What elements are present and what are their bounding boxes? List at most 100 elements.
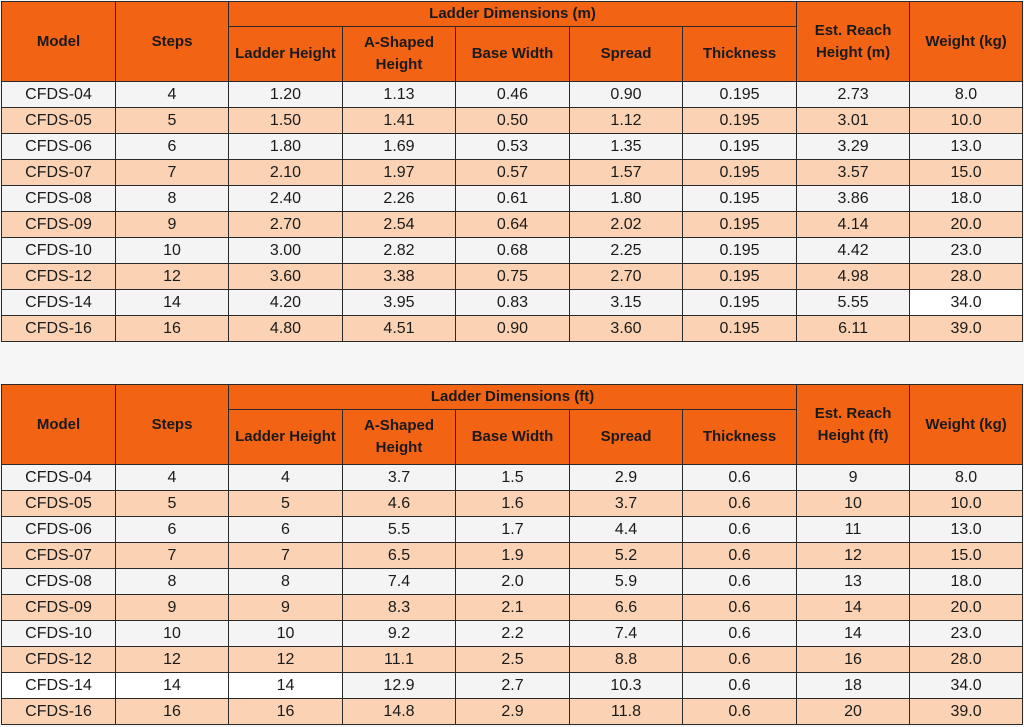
- header-steps: Steps: [115, 384, 229, 465]
- table-row: CFDS-16 16 16 14.8 2.9 11.8 0.6 20 39.0: [1, 698, 1024, 725]
- cell-reach-height: 3.01: [796, 107, 911, 134]
- cell-spread: 1.35: [569, 133, 683, 160]
- cell-model: CFDS-06: [1, 516, 116, 543]
- cell-spread: 5.2: [569, 542, 683, 569]
- cell-model: CFDS-04: [1, 81, 116, 108]
- cell-reach-height: 12: [796, 542, 911, 569]
- table-row: CFDS-10 10 3.00 2.82 0.68 2.25 0.195 4.42 23.0: [1, 237, 1024, 264]
- header-spread: Spread: [569, 26, 683, 82]
- header-thickness: Thickness: [681, 409, 798, 465]
- cell-a-shaped-height: 2.26: [342, 185, 456, 212]
- cell-model: CFDS-09: [1, 211, 116, 238]
- cell-a-shaped-height: 11.1: [342, 646, 456, 673]
- cell-spread: 5.9: [569, 568, 683, 595]
- header-spread: Spread: [569, 409, 683, 465]
- cell-base-width: 2.5: [455, 646, 570, 673]
- cell-a-shaped-height: 1.69: [342, 133, 456, 160]
- cell-spread: 10.3: [569, 672, 683, 699]
- cell-reach-height: 5.55: [796, 289, 911, 316]
- cell-thickness: 0.195: [681, 263, 798, 290]
- cell-spread: 7.4: [569, 620, 683, 647]
- cell-weight: 13.0: [909, 133, 1024, 160]
- cell-thickness: 0.195: [681, 289, 798, 316]
- cell-weight: 39.0: [909, 698, 1024, 725]
- cell-thickness: 0.195: [681, 159, 798, 186]
- cell-weight: 8.0: [909, 464, 1024, 491]
- cell-ladder-height: 5: [228, 490, 343, 517]
- cell-ladder-height: 14: [228, 672, 343, 699]
- cell-base-width: 2.1: [455, 594, 570, 621]
- cell-a-shaped-height: 1.41: [342, 107, 456, 134]
- cell-weight: 39.0: [909, 315, 1024, 342]
- cell-model: CFDS-08: [1, 568, 116, 595]
- cell-model: CFDS-16: [1, 698, 116, 725]
- cell-model: CFDS-05: [1, 107, 116, 134]
- cell-base-width: 0.83: [455, 289, 570, 316]
- cell-reach-height: 10: [796, 490, 911, 517]
- table-row: CFDS-10 10 10 9.2 2.2 7.4 0.6 14 23.0: [1, 620, 1024, 647]
- cell-ladder-height: 9: [228, 594, 343, 621]
- cell-reach-height: 18: [796, 672, 911, 699]
- table-row: CFDS-05 5 5 4.6 1.6 3.7 0.6 10 10.0: [1, 490, 1024, 517]
- table-row: CFDS-09 9 9 8.3 2.1 6.6 0.6 14 20.0: [1, 594, 1024, 621]
- table-row: CFDS-12 12 3.60 3.38 0.75 2.70 0.195 4.98 28.0: [1, 263, 1024, 290]
- cell-spread: 0.90: [569, 81, 683, 108]
- cell-weight: 18.0: [909, 185, 1024, 212]
- table-row: CFDS-16 16 4.80 4.51 0.90 3.60 0.195 6.11 39.0: [1, 315, 1024, 342]
- cell-spread: 2.70: [569, 263, 683, 290]
- table-row: CFDS-04 4 4 3.7 1.5 2.9 0.6 9 8.0: [1, 464, 1024, 491]
- cell-steps: 5: [115, 490, 229, 517]
- cell-a-shaped-height: 14.8: [342, 698, 456, 725]
- table-row: CFDS-06 6 6 5.5 1.7 4.4 0.6 11 13.0: [1, 516, 1024, 543]
- cell-reach-height: 3.29: [796, 133, 911, 160]
- table-row: CFDS-12 12 12 11.1 2.5 8.8 0.6 16 28.0: [1, 646, 1024, 673]
- cell-base-width: 0.46: [455, 81, 570, 108]
- cell-steps: 10: [115, 237, 229, 264]
- cell-spread: 4.4: [569, 516, 683, 543]
- cell-model: CFDS-16: [1, 315, 116, 342]
- cell-steps: 16: [115, 315, 229, 342]
- cell-base-width: 0.90: [455, 315, 570, 342]
- cell-weight: 8.0: [909, 81, 1024, 108]
- cell-weight: 28.0: [909, 263, 1024, 290]
- cell-reach-height: 4.14: [796, 211, 911, 238]
- cell-thickness: 0.195: [681, 185, 798, 212]
- cell-model: CFDS-09: [1, 594, 116, 621]
- cell-steps: 4: [115, 81, 229, 108]
- ladder-table-imperial: Model Steps Ladder Dimensions (ft) Est. …: [1, 384, 1024, 725]
- cell-thickness: 0.6: [681, 672, 798, 699]
- cell-model: CFDS-10: [1, 237, 116, 264]
- cell-thickness: 0.6: [681, 620, 798, 647]
- cell-base-width: 0.61: [455, 185, 570, 212]
- cell-spread: 3.7: [569, 490, 683, 517]
- cell-reach-height: 3.57: [796, 159, 911, 186]
- cell-steps: 8: [115, 185, 229, 212]
- cell-a-shaped-height: 1.13: [342, 81, 456, 108]
- cell-model: CFDS-05: [1, 490, 116, 517]
- header-ladder-height: Ladder Height: [228, 26, 343, 82]
- cell-steps: 4: [115, 464, 229, 491]
- cell-thickness: 0.6: [681, 516, 798, 543]
- cell-thickness: 0.195: [681, 133, 798, 160]
- table-row: CFDS-04 4 1.20 1.13 0.46 0.90 0.195 2.73 8.0: [1, 81, 1024, 108]
- cell-model: CFDS-10: [1, 620, 116, 647]
- cell-ladder-height: 7: [228, 542, 343, 569]
- cell-weight: 34.0: [909, 289, 1024, 316]
- cell-base-width: 1.9: [455, 542, 570, 569]
- table-row: CFDS-05 5 1.50 1.41 0.50 1.12 0.195 3.01 10.0: [1, 107, 1024, 134]
- header-ladder-dimensions: Ladder Dimensions (ft): [227, 384, 798, 410]
- cell-ladder-height: 12: [228, 646, 343, 673]
- cell-base-width: 2.7: [455, 672, 570, 699]
- cell-weight: 15.0: [909, 159, 1024, 186]
- cell-ladder-height: 4.80: [228, 315, 343, 342]
- cell-ladder-height: 2.70: [228, 211, 343, 238]
- cell-a-shaped-height: 9.2: [342, 620, 456, 647]
- cell-ladder-height: 2.10: [228, 159, 343, 186]
- cell-a-shaped-height: 5.5: [342, 516, 456, 543]
- cell-reach-height: 2.73: [796, 81, 911, 108]
- cell-ladder-height: 10: [228, 620, 343, 647]
- cell-model: CFDS-07: [1, 542, 116, 569]
- header-model: Model: [1, 1, 116, 82]
- cell-base-width: 1.6: [455, 490, 570, 517]
- cell-reach-height: 16: [796, 646, 911, 673]
